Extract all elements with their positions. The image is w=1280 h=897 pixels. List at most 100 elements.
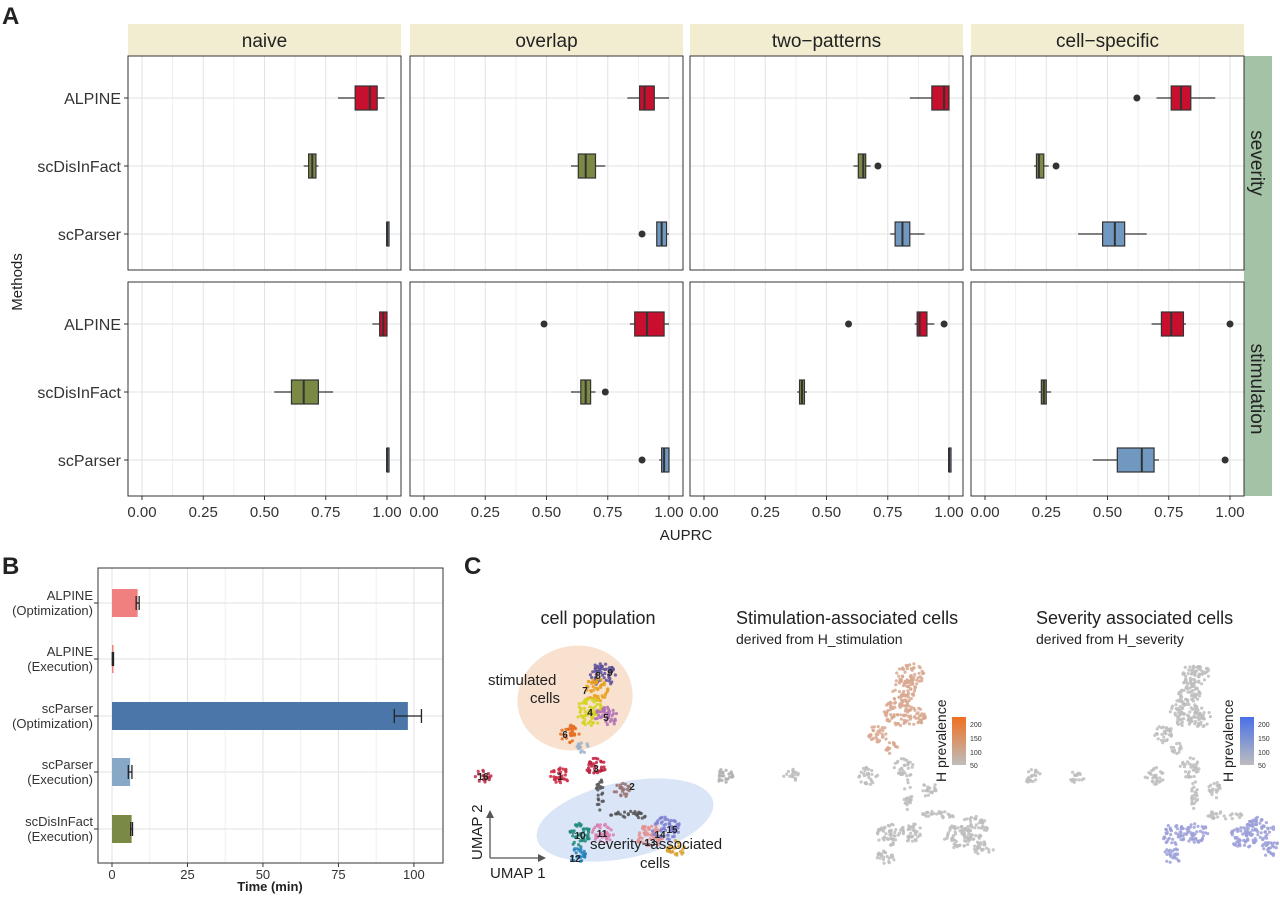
umap-point [1208,789,1213,793]
umap-point [1196,824,1200,828]
umap-point [673,852,677,856]
umap-point [1192,694,1196,699]
umap-point [645,839,649,843]
umap-point [1258,835,1262,840]
umap-point [605,705,610,709]
umap-point [720,778,724,783]
umap-point [909,773,913,777]
umap-point [918,826,922,830]
umap-point [1191,834,1195,838]
box-ALPINE [1151,311,1234,337]
umap-point [913,672,917,677]
panel-label-b: B [2,553,19,580]
legend-colorbar [952,717,966,765]
umap-point [896,721,900,726]
box-scDisInFact [571,153,606,179]
umap-point [1162,735,1166,739]
umap-point [1206,667,1210,671]
umap-point [1184,686,1188,690]
facet-severity-0 [127,55,402,271]
umap-point [1166,824,1170,828]
umap-point [958,843,962,847]
facet-border [127,55,402,271]
umap-point [1038,772,1042,776]
umap2-arrowhead [486,810,494,818]
umap-point [599,710,603,714]
umap-point [955,843,959,848]
umap-point [910,795,914,799]
umap-point [572,858,576,863]
facet-stimulation-2 [689,281,964,497]
umap-point [1246,831,1250,835]
umap-point [646,833,650,837]
umap-point [910,765,914,769]
umap-point [1165,738,1169,742]
umap-point [587,709,591,713]
umap-point [600,673,605,677]
umap-point [727,772,731,776]
umap-point [973,844,977,848]
umap-point [618,812,622,816]
umap-point [892,713,896,717]
umap-point [568,740,572,745]
umap-point [623,810,627,814]
umap-point [1165,840,1169,844]
umap-point [583,717,587,721]
umap-point [585,688,589,692]
umap-point [609,828,613,832]
umap-point [731,774,735,778]
umap-point [896,833,900,837]
umap-point [782,774,786,778]
umap-point [607,666,611,670]
umap-point [1201,830,1205,835]
umap-point [967,828,971,832]
umap-point [977,835,981,839]
umap-point [1260,844,1264,848]
umap-point [883,726,887,730]
legend-tick: 200 [970,722,982,729]
umap-point [596,797,600,801]
legend-tick: 100 [970,750,982,757]
umap-point [1190,716,1194,720]
umap-point [912,666,916,670]
umap-point [889,832,893,836]
umap-point [593,825,597,830]
umap-point [603,768,607,772]
umap-point [979,842,983,846]
umap-point [1195,762,1199,766]
umap-point [1207,785,1211,789]
umap-point [579,832,583,837]
umap-point [1252,840,1256,845]
umap-point [987,850,991,854]
umap-point [660,815,664,820]
umap-point [1201,713,1205,718]
umap-point [890,705,894,709]
umap-point [1181,706,1185,710]
umap-point [608,719,612,724]
umap-point [902,797,906,802]
umap-point [913,708,917,712]
umap-point [574,835,579,839]
umap-point [916,711,920,715]
box-ALPINE [909,85,950,111]
umap-point [1238,844,1242,848]
umap-point [573,733,577,737]
umap-point [629,809,633,814]
umap-point [1214,796,1219,800]
umap-point [1262,836,1266,840]
umap-point [912,675,916,679]
umap-point [938,811,942,815]
umap-point [980,818,984,822]
umap-point [1168,860,1172,864]
y-tick-label: scParser (Execution) [27,757,93,787]
umap-point [1192,774,1196,779]
umap-point [1175,751,1179,756]
umap-point [926,793,931,797]
umap-point [951,836,955,840]
umap-point [597,713,601,717]
umap-point [587,837,591,841]
umap-point [652,836,656,840]
x-tick-label: 25 [180,867,194,882]
umap-point [1189,775,1193,779]
